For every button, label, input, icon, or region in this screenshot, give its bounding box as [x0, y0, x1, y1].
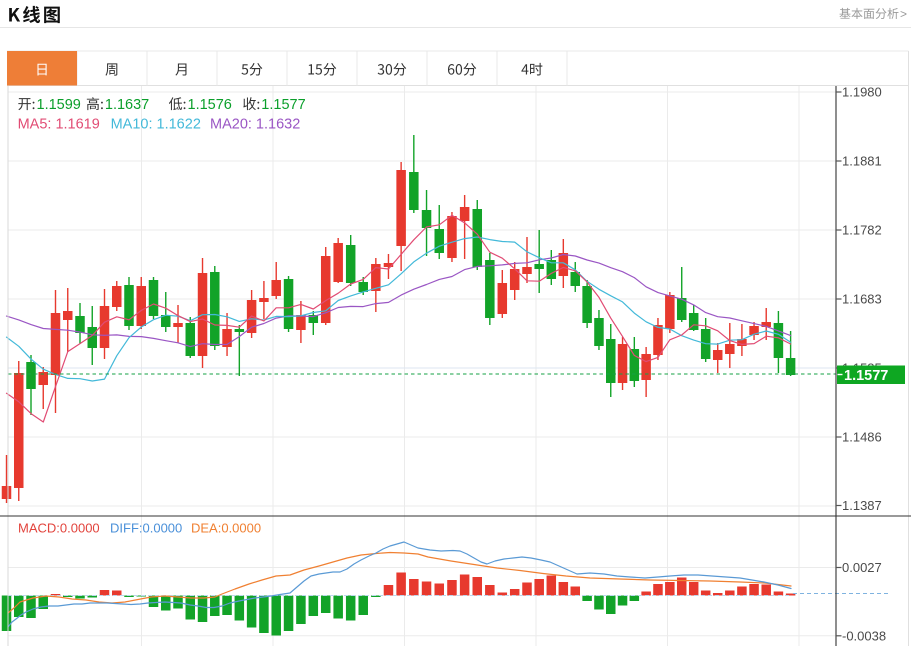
svg-text:1.1683: 1.1683 — [842, 292, 882, 307]
svg-text:MA20: 1.1632: MA20: 1.1632 — [210, 117, 300, 133]
svg-text:1.1782: 1.1782 — [842, 223, 882, 238]
svg-text:DEA:0.0000: DEA:0.0000 — [191, 521, 261, 536]
svg-text:0.0027: 0.0027 — [842, 560, 882, 575]
svg-text:-0.0038: -0.0038 — [842, 628, 886, 643]
svg-text:DIFF:0.0000: DIFF:0.0000 — [110, 521, 182, 536]
svg-text:>: > — [900, 7, 907, 21]
svg-text:MACD:0.0000: MACD:0.0000 — [18, 521, 100, 536]
svg-text:1.1577: 1.1577 — [844, 368, 888, 384]
svg-text:1.1486: 1.1486 — [842, 430, 882, 445]
svg-text:1.1881: 1.1881 — [842, 154, 882, 169]
svg-text:1.1387: 1.1387 — [842, 498, 882, 513]
svg-text:MA10: 1.1622: MA10: 1.1622 — [111, 117, 201, 133]
svg-text:1.1637: 1.1637 — [105, 97, 149, 113]
svg-text:MA5: 1.1619: MA5: 1.1619 — [18, 117, 100, 133]
svg-text:1.1576: 1.1576 — [188, 97, 232, 113]
svg-text:1.1980: 1.1980 — [842, 85, 882, 100]
svg-text:1.1577: 1.1577 — [261, 97, 305, 113]
svg-text:1.1599: 1.1599 — [37, 97, 81, 113]
